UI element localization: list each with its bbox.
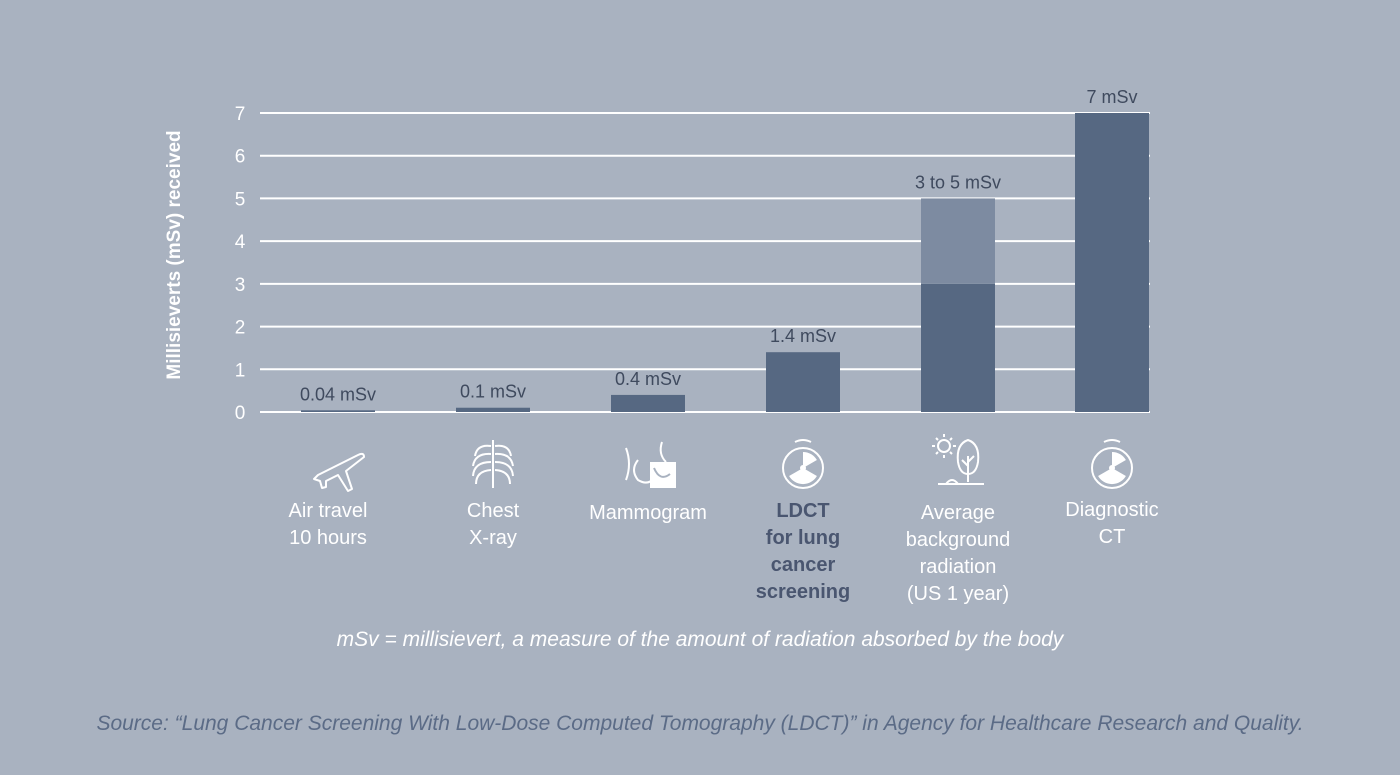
category-label: Air travel 10 hours [253, 498, 403, 552]
category-label: Mammogram [573, 500, 723, 527]
radiation-scan-icon [773, 436, 833, 496]
y-tick-label: 2 [235, 318, 246, 339]
category-label-line: Average [920, 502, 996, 524]
bar-value-label: 0.1 mSv [460, 382, 526, 402]
source-citation: Source: “Lung Cancer Screening With Low-… [96, 712, 1304, 735]
category-label-line: screening [755, 581, 851, 603]
category-label-line: Diagnostic [1065, 499, 1159, 521]
bar [766, 352, 840, 412]
bar-value-label: 3 to 5 mSv [915, 172, 1001, 192]
sun-tree-icon [928, 430, 988, 490]
category-label-line: cancer [770, 554, 836, 576]
category-label: Diagnostic CT [1037, 497, 1187, 551]
category-label-line: Chest [466, 500, 520, 522]
bar [456, 407, 530, 412]
category-label-line: radiation [919, 556, 997, 578]
y-tick-label: 0 [235, 403, 246, 424]
bar [921, 283, 995, 412]
ribcage-icon [463, 434, 523, 494]
footnote: mSv = millisievert, a measure of the amo… [336, 628, 1064, 651]
bar-chart: 0 1 2 3 4 5 6 7 0.04 mSv 0.1 mSv 0.4 mSv 1.4 mSv 3 … [164, 87, 1150, 424]
bar [611, 394, 685, 412]
category-label-line: background [905, 529, 1011, 551]
bar-value-label: 0.4 mSv [615, 369, 681, 389]
category-label-line: for lung [765, 527, 841, 549]
category-label-line: Mammogram [589, 502, 707, 524]
y-tick-label: 7 [235, 104, 246, 125]
y-tick-label: 3 [235, 275, 246, 296]
bar-range-segment [921, 198, 995, 284]
bar-value-label: 1.4 mSv [770, 326, 836, 346]
y-axis-label: Millisieverts (mSv) received [164, 130, 185, 379]
airplane-icon [308, 437, 368, 497]
category-label-line: CT [1098, 526, 1126, 548]
y-tick-label: 1 [235, 360, 246, 381]
bar [1075, 113, 1149, 412]
bar-value-label: 7 mSv [1086, 87, 1137, 107]
bar [301, 410, 375, 412]
mammogram-icon [618, 434, 678, 494]
radiation-scan-icon [1082, 436, 1142, 496]
category-label-line: LDCT [776, 500, 830, 522]
category-label-line: (US 1 year) [906, 583, 1010, 605]
category-label-line: 10 hours [289, 527, 367, 549]
category-label: Chest X-ray [418, 498, 568, 552]
y-tick-label: 4 [235, 232, 246, 253]
bar-value-label: 0.04 mSv [300, 384, 376, 404]
category-label-line: X-ray [469, 527, 517, 549]
y-tick-label: 6 [235, 147, 246, 168]
category-label: Average background radiation (US 1 year) [883, 500, 1033, 608]
category-label-line: Air travel [288, 500, 368, 522]
category-label: LDCT for lung cancer screening [728, 498, 878, 606]
y-tick-label: 5 [235, 189, 246, 210]
